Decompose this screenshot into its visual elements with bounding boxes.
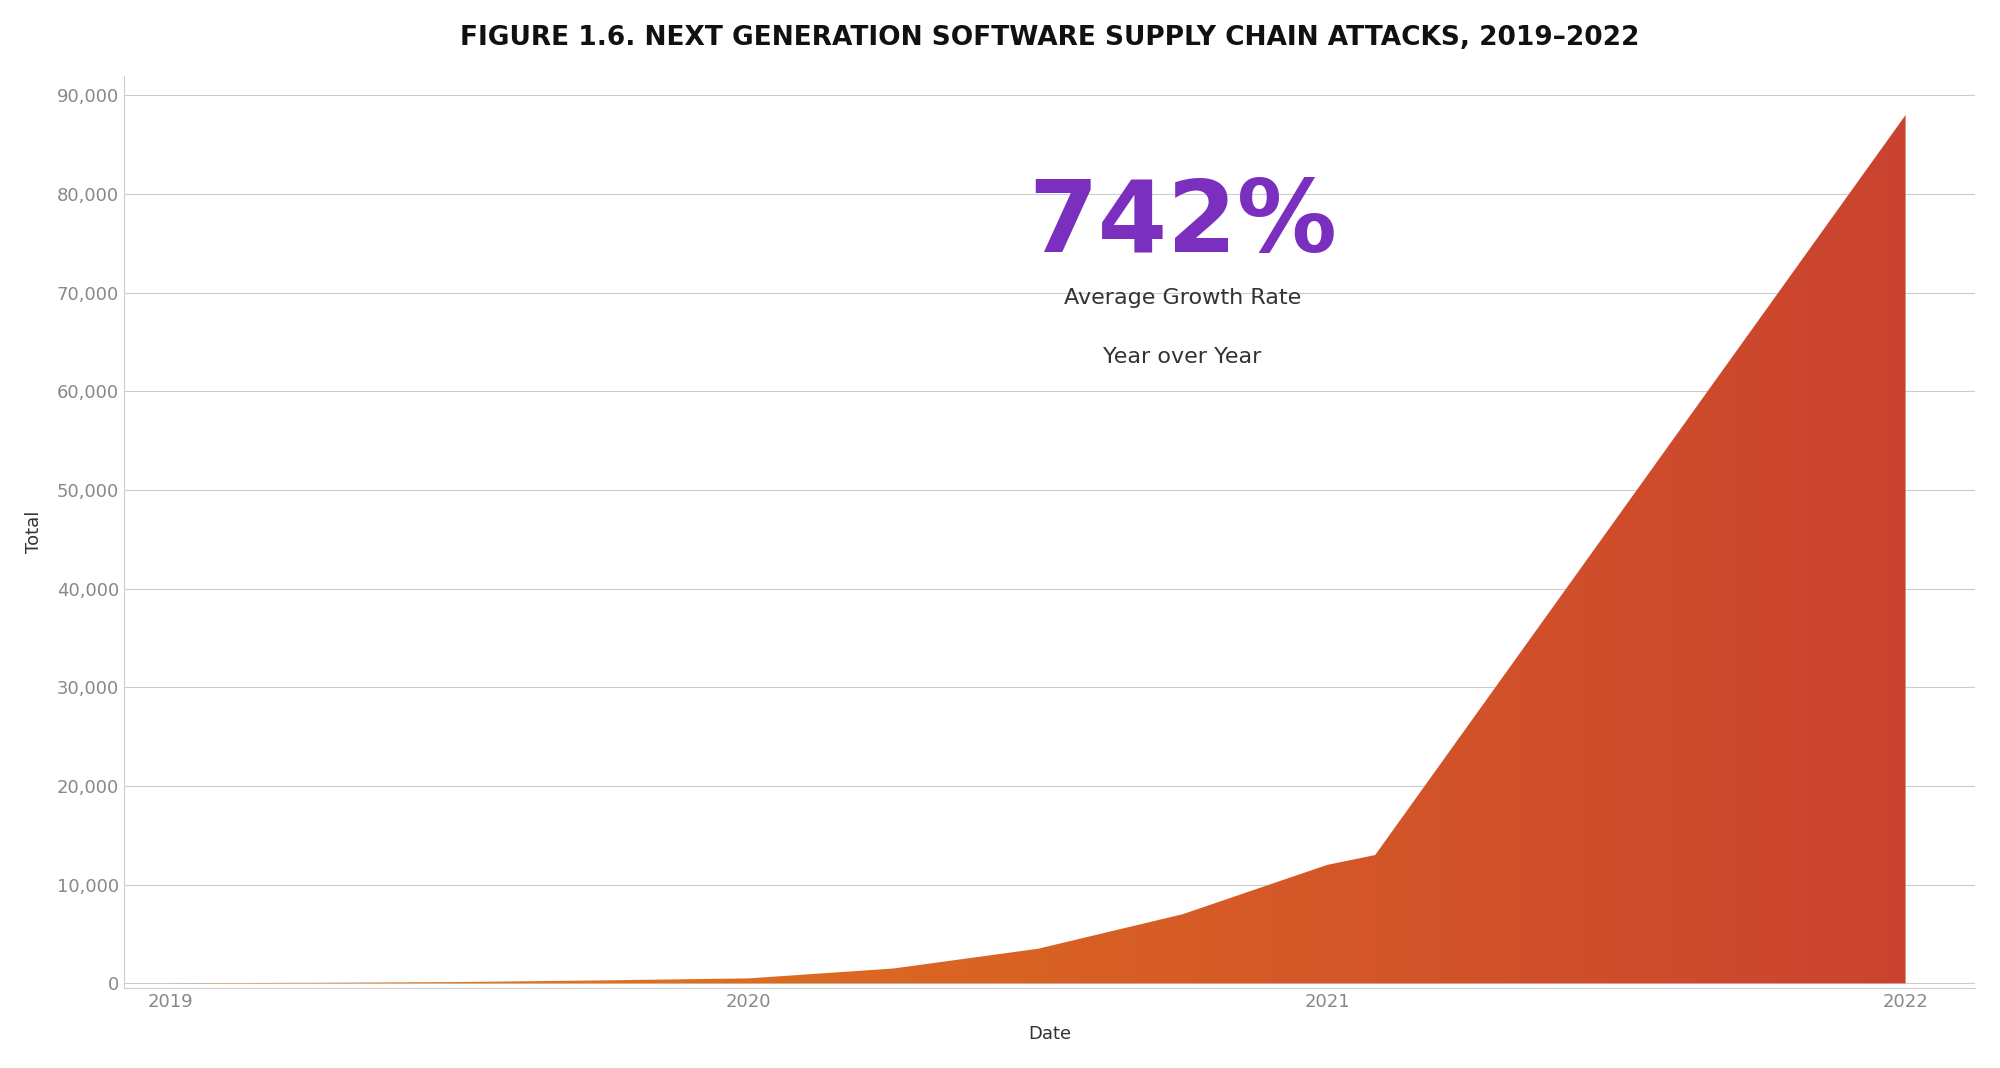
Text: Year over Year: Year over Year	[1104, 347, 1262, 367]
X-axis label: Date: Date	[1028, 1025, 1072, 1043]
Title: FIGURE 1.6. NEXT GENERATION SOFTWARE SUPPLY CHAIN ATTACKS, 2019–2022: FIGURE 1.6. NEXT GENERATION SOFTWARE SUP…	[460, 25, 1640, 51]
Text: 742%: 742%	[1028, 176, 1336, 273]
Y-axis label: Total: Total	[24, 511, 44, 553]
Text: Average Growth Rate: Average Growth Rate	[1064, 287, 1302, 308]
